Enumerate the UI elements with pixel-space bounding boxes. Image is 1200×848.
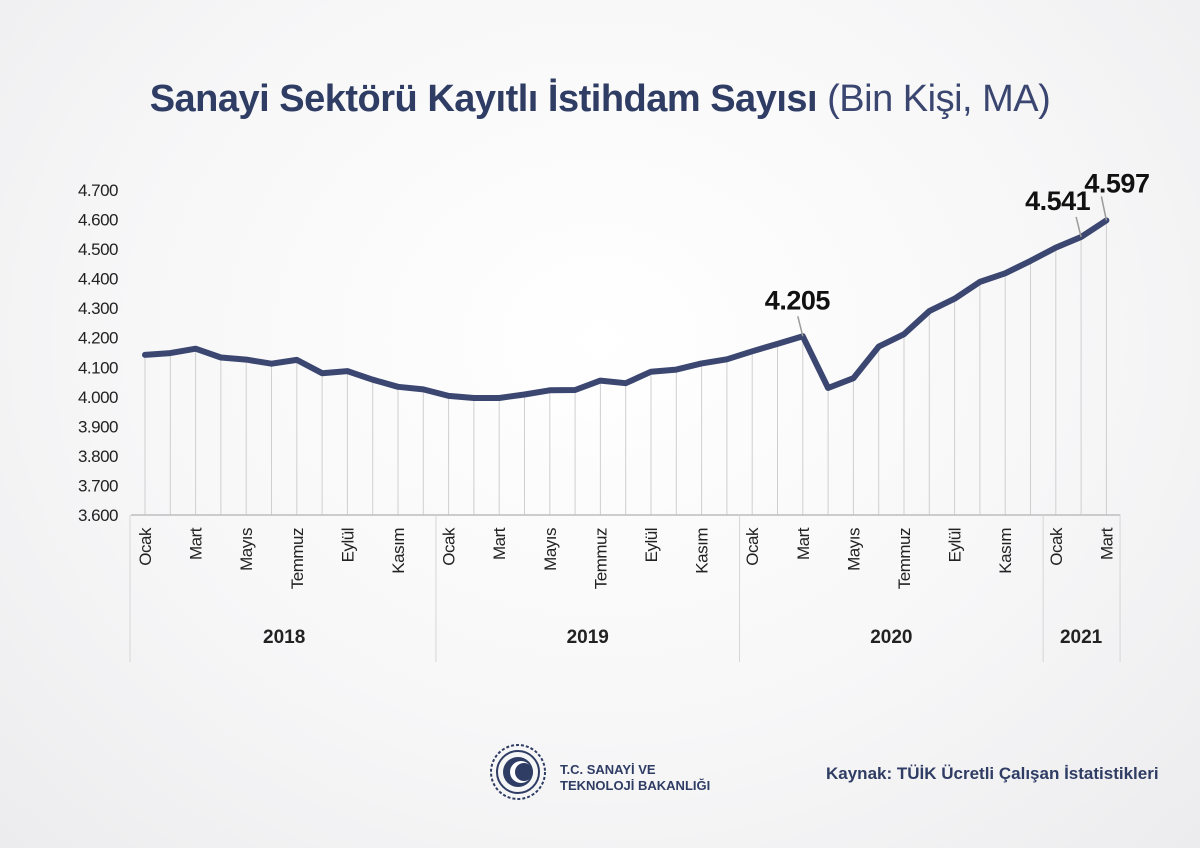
data-point bbox=[471, 395, 477, 401]
y-tick-label: 4.700 bbox=[78, 181, 118, 200]
y-tick-label: 4.100 bbox=[78, 358, 118, 377]
data-point bbox=[547, 387, 553, 393]
x-tick-label-18: Temmuz bbox=[591, 528, 610, 589]
x-tick-label-20: Eylül bbox=[642, 528, 661, 562]
data-point bbox=[142, 352, 148, 358]
x-tick-label-26: Mart bbox=[794, 527, 813, 560]
y-tick-label: 3.900 bbox=[78, 417, 118, 436]
data-point bbox=[1053, 245, 1059, 251]
y-tick-label: 3.700 bbox=[78, 476, 118, 495]
data-point bbox=[977, 279, 983, 285]
x-tick-label-16: Mayıs bbox=[541, 528, 560, 571]
data-point bbox=[673, 367, 679, 373]
data-point bbox=[724, 356, 730, 362]
ministry-seal-icon bbox=[490, 744, 546, 800]
data-point bbox=[522, 391, 527, 397]
year-label-2019: 2019 bbox=[567, 627, 609, 648]
chart-title-main: Sanayi Sektörü Kayıtlı İstihdam Sayısı bbox=[149, 78, 818, 120]
data-label-38: 4.597 bbox=[1084, 168, 1149, 198]
data-point bbox=[1002, 270, 1008, 276]
y-tick-label: 3.600 bbox=[78, 506, 118, 525]
x-tick-label-34: Kasım bbox=[996, 528, 1015, 574]
data-point bbox=[496, 395, 502, 401]
x-tick-label-8: Eylül bbox=[338, 528, 357, 562]
x-tick-label-24: Ocak bbox=[743, 527, 762, 566]
annotation-leader bbox=[797, 316, 804, 337]
data-point bbox=[825, 385, 831, 391]
series-line bbox=[142, 217, 1110, 401]
x-tick-label-30: Temmuz bbox=[895, 528, 914, 589]
data-point bbox=[901, 331, 907, 337]
data-point bbox=[648, 369, 654, 375]
x-tick-label-32: Eylül bbox=[946, 528, 965, 562]
x-tick-label-10: Kasım bbox=[389, 528, 408, 574]
chart-title: Sanayi Sektörü Kayıtlı İstihdam Sayısı (… bbox=[0, 78, 1200, 121]
data-label-37: 4.541 bbox=[1025, 186, 1091, 216]
data-point bbox=[420, 386, 426, 392]
year-label-2020: 2020 bbox=[870, 627, 912, 648]
data-point bbox=[243, 357, 249, 363]
x-tick-label-4: Mayıs bbox=[237, 528, 256, 571]
data-point bbox=[218, 355, 224, 361]
ministry-name-line1: T.C. SANAYİ VE bbox=[560, 762, 656, 777]
y-tick-label: 4.300 bbox=[78, 299, 118, 318]
data-point bbox=[572, 387, 578, 393]
ministry-name-line2: TEKNOLOJİ BAKANLIĞI bbox=[560, 778, 711, 793]
data-point bbox=[876, 344, 882, 350]
data-point bbox=[926, 308, 932, 314]
x-tick-label-36: Ocak bbox=[1047, 527, 1066, 566]
annotation-leader bbox=[1100, 196, 1108, 221]
x-tick-label-38: Mart bbox=[1097, 527, 1116, 560]
data-label-26: 4.205 bbox=[765, 285, 831, 315]
x-tick-label-6: Temmuz bbox=[288, 528, 307, 589]
x-tick-label-2: Mart bbox=[187, 527, 206, 560]
y-tick-label: 4.200 bbox=[78, 329, 118, 348]
data-point bbox=[597, 378, 603, 384]
data-point bbox=[344, 368, 350, 374]
source-note: Kaynak: TÜİK Ücretli Çalışan İstatistikl… bbox=[826, 764, 1159, 783]
data-point bbox=[699, 360, 705, 366]
data-point bbox=[395, 384, 401, 390]
annotation-leader bbox=[1075, 216, 1082, 238]
y-tick-label: 4.400 bbox=[78, 270, 118, 289]
year-label-2018: 2018 bbox=[263, 627, 305, 648]
data-point bbox=[446, 393, 452, 399]
y-tick-label: 4.500 bbox=[78, 240, 118, 259]
data-point bbox=[294, 357, 300, 363]
y-tick-label: 4.000 bbox=[78, 388, 118, 407]
chart-title-unit: (Bin Kişi, MA) bbox=[827, 78, 1051, 120]
data-point bbox=[623, 380, 629, 386]
y-tick-label: 4.600 bbox=[78, 211, 118, 230]
data-point bbox=[269, 361, 274, 367]
y-tick-label: 3.800 bbox=[78, 447, 118, 466]
data-point bbox=[319, 370, 325, 376]
data-point bbox=[952, 296, 958, 302]
x-tick-label-22: Kasım bbox=[693, 528, 712, 574]
data-point bbox=[850, 375, 856, 381]
data-point bbox=[167, 350, 173, 356]
data-point bbox=[193, 346, 199, 352]
x-tick-label-12: Ocak bbox=[440, 527, 459, 566]
ministry-name: T.C. SANAYİ VE TEKNOLOJİ BAKANLIĞI bbox=[560, 762, 710, 794]
x-tick-label-28: Mayıs bbox=[844, 528, 863, 571]
data-point bbox=[370, 377, 376, 383]
data-point bbox=[749, 348, 755, 354]
data-point bbox=[1028, 258, 1033, 264]
x-tick-label-0: Ocak bbox=[136, 527, 155, 566]
x-tick-label-14: Mart bbox=[490, 527, 509, 560]
year-label-2021: 2021 bbox=[1060, 627, 1103, 648]
ministry-logo: T.C. SANAYİ VE TEKNOLOJİ BAKANLIĞI bbox=[488, 742, 728, 812]
data-point bbox=[775, 341, 780, 347]
